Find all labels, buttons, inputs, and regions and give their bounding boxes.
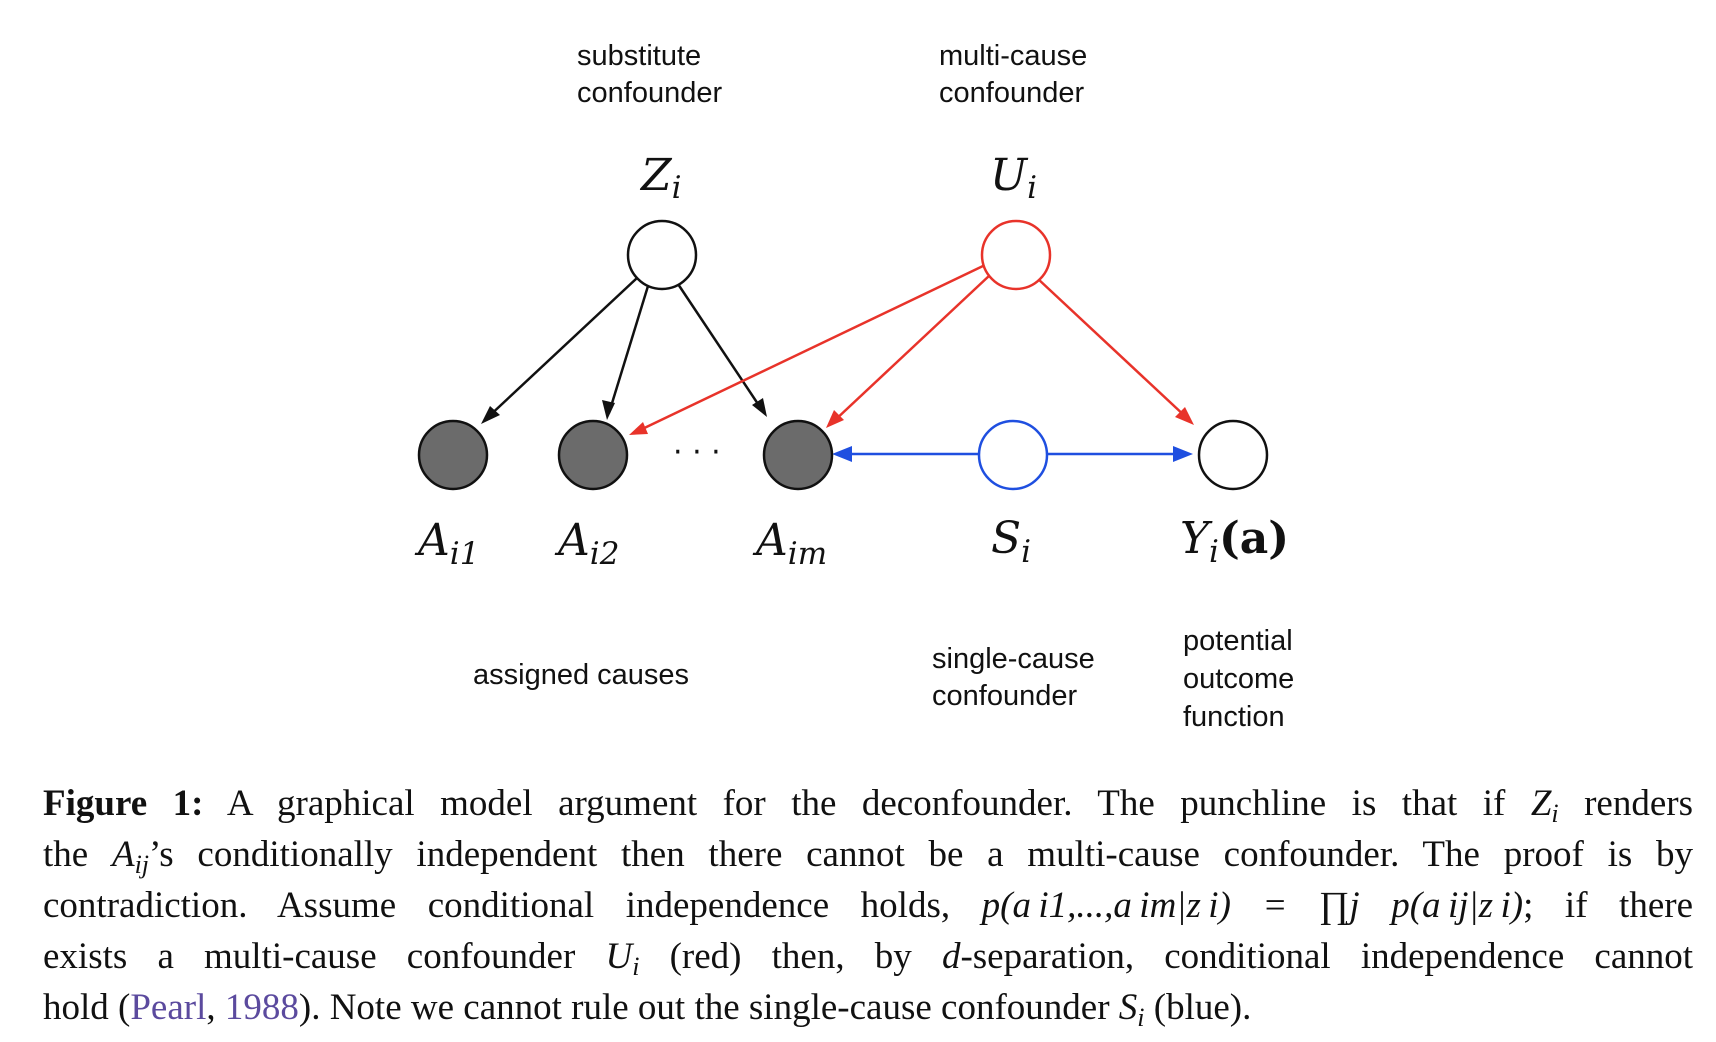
caption-text: ). Note we cannot rule out the single-ca… — [298, 987, 1110, 1028]
citation-pearl-link[interactable]: Pearl — [130, 987, 207, 1028]
caption-line-3: contradiction. Assume conditional indepe… — [43, 880, 1693, 931]
math-z: Zi — [1530, 783, 1559, 828]
label-assigned-causes: assigned causes — [473, 659, 689, 691]
math-aij: Aij — [111, 834, 150, 879]
arrowhead-u-am — [826, 410, 844, 428]
node-s — [977, 419, 1049, 491]
caption-text: (red) then, by — [669, 936, 912, 977]
citation-year-link[interactable]: 1988 — [224, 987, 299, 1028]
math-s: Si — [1118, 987, 1145, 1032]
arrowhead-z-a1 — [481, 406, 500, 424]
node-label-u: Ui — [990, 150, 1037, 206]
caption-text: exists a multi-cause confounder — [43, 936, 576, 977]
label-multicause-line2: confounder — [939, 77, 1084, 109]
node-z — [626, 219, 698, 291]
arrowhead-u-a2 — [629, 422, 648, 435]
label-singlecause-line2: confounder — [932, 680, 1077, 712]
caption-text: A graphical model argument for the decon… — [226, 783, 1506, 824]
arrowheads-red — [629, 407, 1194, 435]
math-u: Ui — [605, 936, 640, 981]
math-formula: p(a i1,...,a im|z i) = ∏j p(a ij|z i) — [981, 885, 1524, 926]
caption-text: contradiction. Assume conditional indepe… — [43, 885, 951, 926]
caption-line-2: the Aij’s conditionally independent then… — [43, 829, 1693, 880]
figure-caption: Figure 1: A graphical model argument for… — [43, 778, 1693, 1033]
arrowheads-black — [481, 398, 767, 424]
node-label-a2: Ai2 — [554, 515, 619, 572]
graphical-model-diagram: substitute confounder multi-cause confou… — [414, 40, 1294, 733]
caption-text: hold ( — [43, 987, 131, 1028]
node-a1 — [417, 419, 489, 491]
node-label-y: Yi(a) — [1180, 513, 1289, 570]
arrowheads-blue — [832, 446, 1193, 462]
node-u — [980, 219, 1052, 291]
node-y — [1197, 419, 1269, 491]
caption-text: (blue). — [1153, 987, 1252, 1028]
ellipsis: · · · — [673, 435, 721, 470]
label-multicause-line1: multi-cause — [939, 40, 1087, 72]
label-substitute-line2: confounder — [577, 77, 722, 109]
arrowhead-u-y — [1175, 407, 1194, 425]
edges-red — [635, 264, 1188, 434]
caption-text: the — [43, 834, 89, 875]
label-potential-line2: outcome — [1183, 663, 1294, 695]
node-a2 — [557, 419, 629, 491]
arrowhead-z-a2 — [602, 400, 615, 420]
label-potential-line3: function — [1183, 701, 1285, 733]
edges-black — [485, 277, 764, 420]
node-label-z: Zi — [639, 150, 682, 206]
caption-text: ’s conditionally independent then there … — [149, 834, 1693, 875]
edge-z-a2 — [607, 285, 650, 414]
edge-u-y — [1036, 277, 1188, 419]
caption-text: -separation, conditional independence ca… — [960, 936, 1694, 977]
caption-line-5: hold (Pearl, 1988). Note we cannot rule … — [43, 987, 1252, 1032]
arrowhead-s-y — [1173, 446, 1193, 462]
arrowhead-s-am — [832, 446, 852, 462]
node-am — [762, 419, 834, 491]
node-label-s: Si — [991, 513, 1031, 570]
label-singlecause-line1: single-cause — [932, 643, 1095, 675]
edge-u-am — [832, 274, 991, 423]
node-label-a1: Ai1 — [414, 515, 479, 572]
figure-label: Figure 1: — [43, 783, 204, 824]
label-potential-line1: potential — [1183, 625, 1293, 657]
edge-u-a2 — [635, 264, 984, 434]
edge-z-a1 — [485, 277, 638, 420]
caption-line-1: Figure 1: A graphical model argument for… — [43, 778, 1693, 829]
caption-text: ; if there — [1523, 885, 1694, 926]
caption-line-4: exists a multi-cause confounder Ui (red)… — [43, 931, 1693, 982]
edge-z-am — [676, 283, 764, 411]
node-label-am: Aim — [752, 515, 827, 572]
label-substitute-line1: substitute — [577, 40, 701, 72]
math-d: d — [941, 936, 961, 977]
arrowhead-z-am — [752, 398, 767, 417]
caption-text: renders — [1584, 783, 1693, 824]
